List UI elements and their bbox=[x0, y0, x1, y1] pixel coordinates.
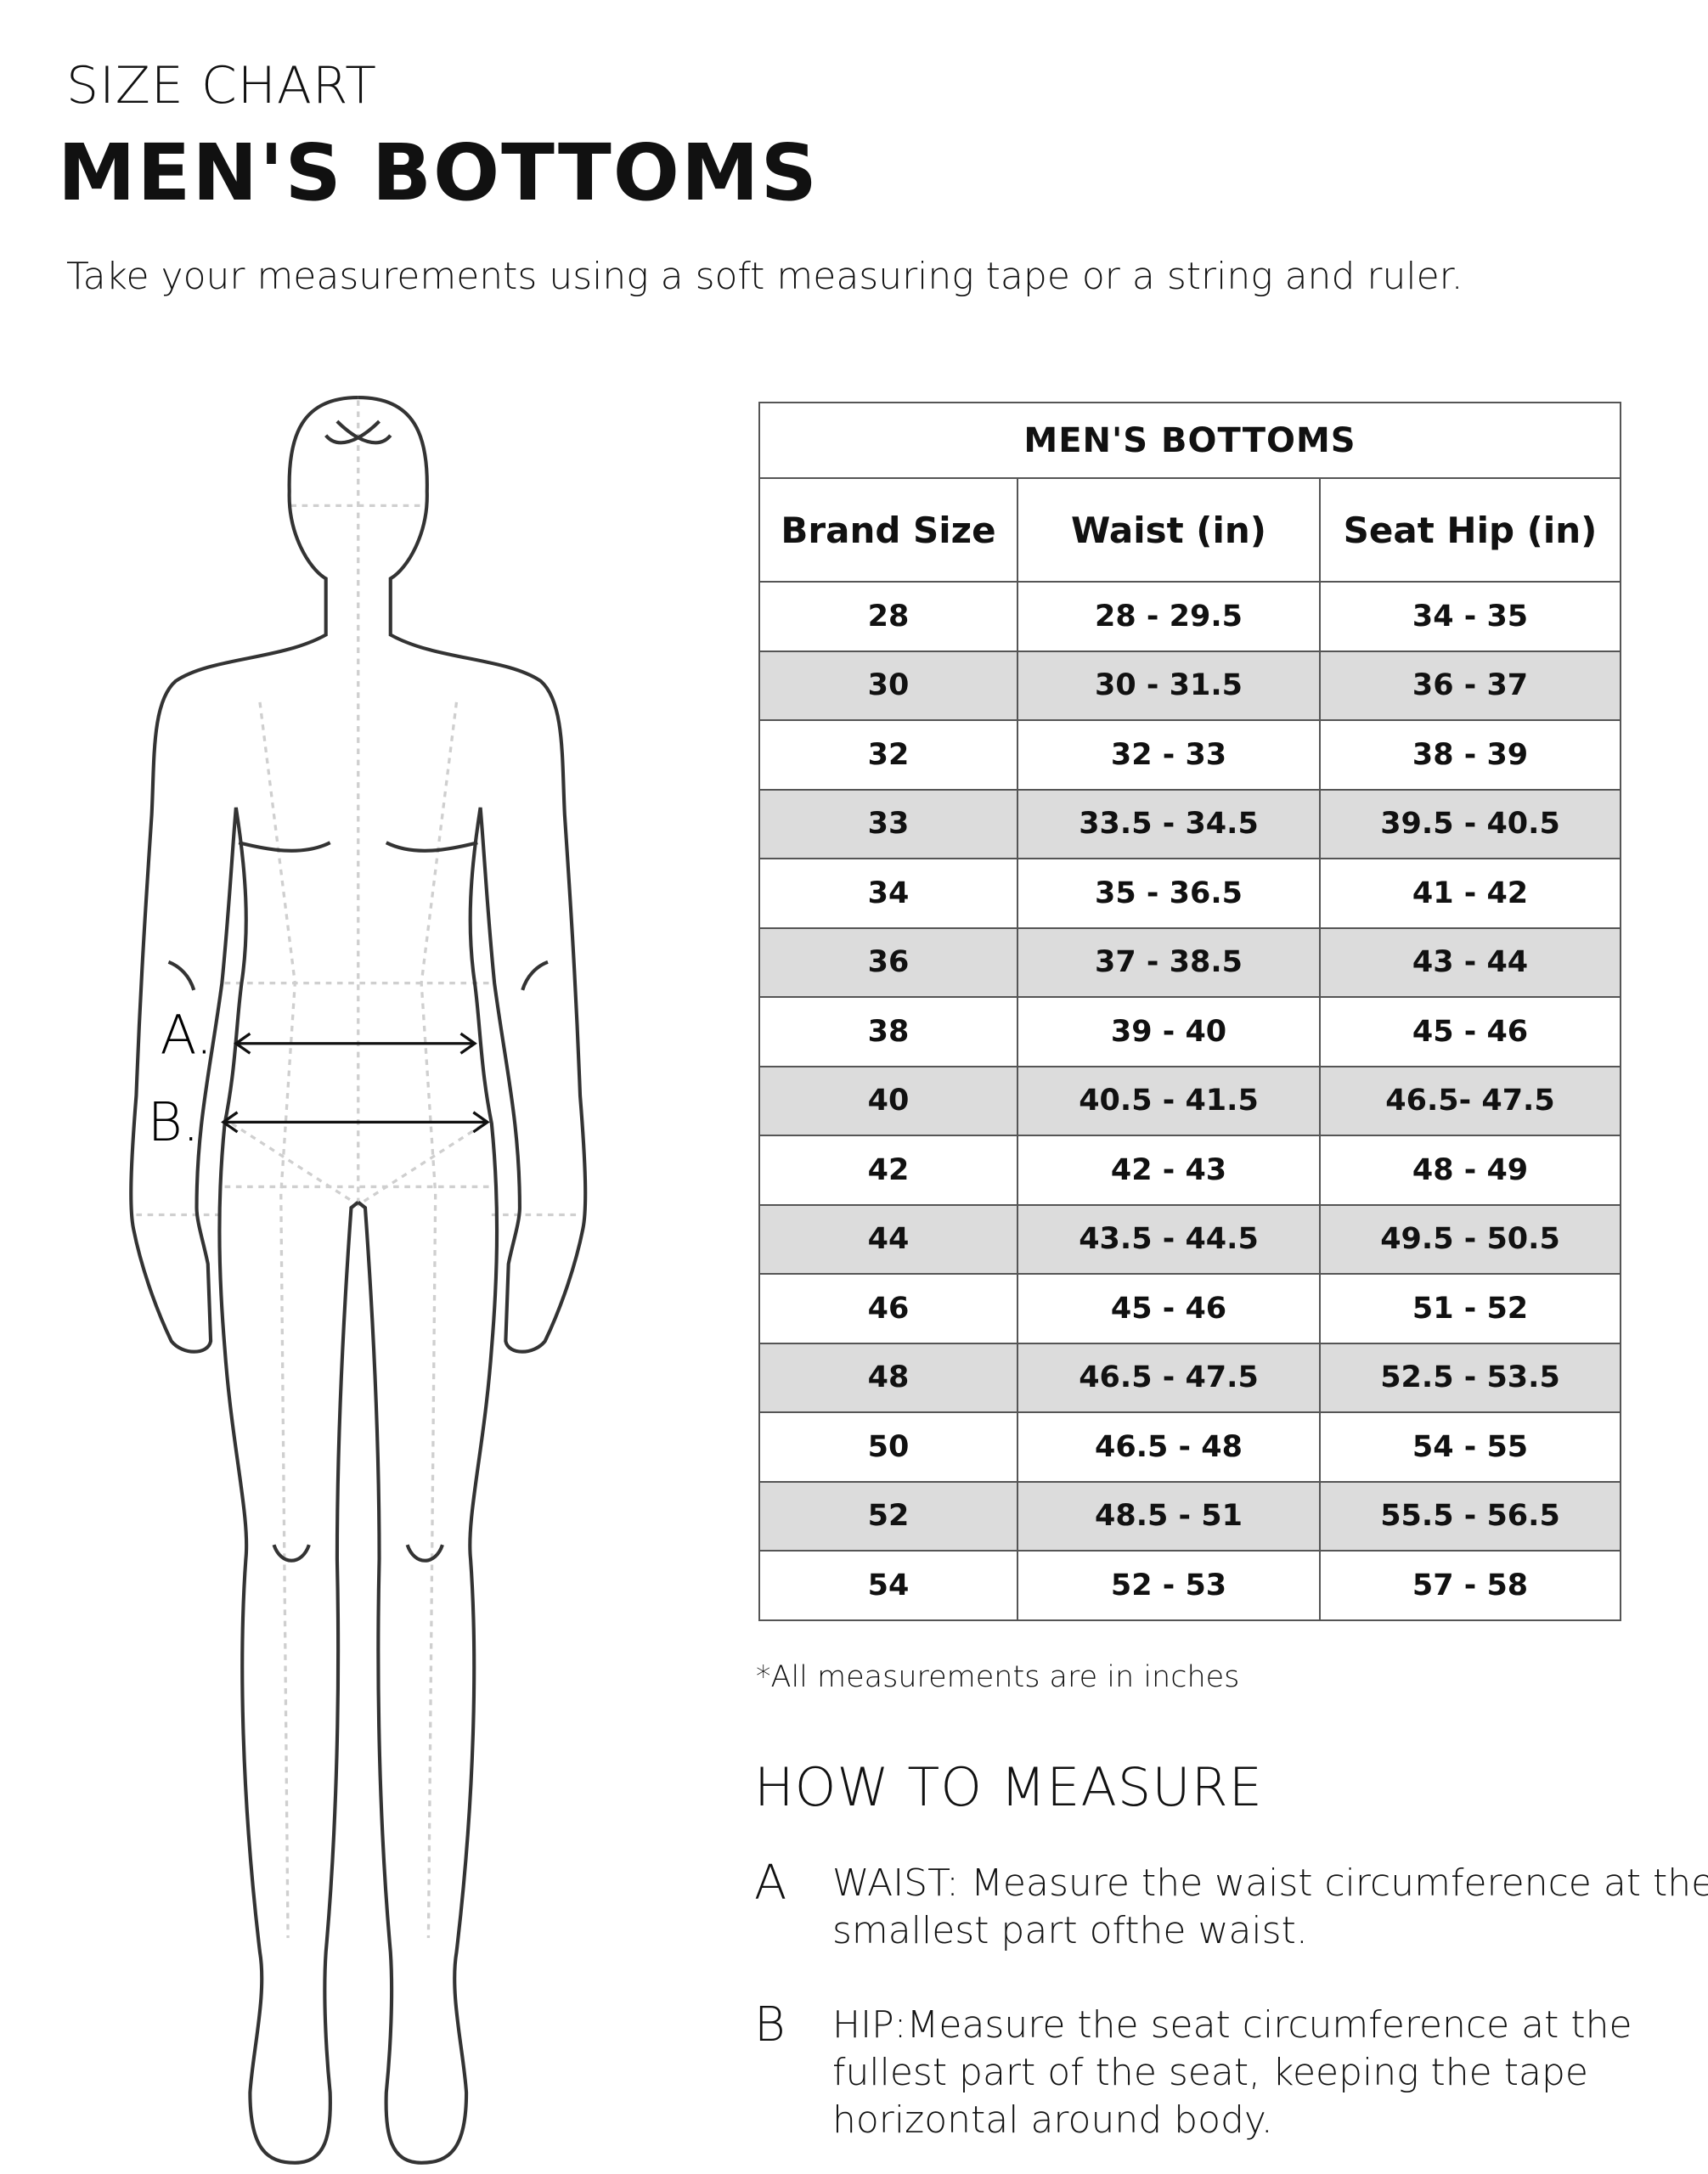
col-brand-size: Brand Size bbox=[758, 477, 1018, 583]
table-title: MEN'S BOTTOMS bbox=[758, 402, 1621, 479]
label-b: B. bbox=[148, 1091, 200, 1153]
seat-hip-cell: 36 - 37 bbox=[1319, 650, 1621, 721]
table-row: 30 30 - 31.5 36 - 37 bbox=[758, 650, 1621, 721]
brand-size-cell: 38 bbox=[758, 996, 1018, 1067]
table-row: 34 35 - 36.5 41 - 42 bbox=[758, 858, 1621, 929]
brand-size-cell: 50 bbox=[758, 1411, 1018, 1483]
step-text: WAIST: Measure the waist circumference a… bbox=[832, 1861, 1708, 1952]
waist-cell: 32 - 33 bbox=[1017, 719, 1321, 791]
waist-cell: 46.5 - 47.5 bbox=[1017, 1342, 1321, 1413]
seat-hip-cell: 41 - 42 bbox=[1319, 858, 1621, 929]
brand-size-cell: 52 bbox=[758, 1480, 1018, 1552]
table-row: 40 40.5 - 41.5 46.5- 47.5 bbox=[758, 1065, 1621, 1136]
waist-cell: 42 - 43 bbox=[1017, 1135, 1321, 1206]
measurement-arrows bbox=[221, 1032, 490, 1134]
waist-cell: 52 - 53 bbox=[1017, 1550, 1321, 1621]
brand-size-cell: 42 bbox=[758, 1135, 1018, 1206]
how-to-measure-title: HOW TO MEASURE bbox=[754, 1756, 1263, 1818]
waist-cell: 40.5 - 41.5 bbox=[1017, 1065, 1321, 1136]
waist-cell: 30 - 31.5 bbox=[1017, 650, 1321, 721]
waist-cell: 33.5 - 34.5 bbox=[1017, 788, 1321, 859]
waist-cell: 35 - 36.5 bbox=[1017, 858, 1321, 929]
waist-cell: 43.5 - 44.5 bbox=[1017, 1203, 1321, 1275]
step-hip: B HIP:Measure the seat circumference at … bbox=[754, 2002, 1708, 2144]
seat-hip-cell: 52.5 - 53.5 bbox=[1319, 1342, 1621, 1413]
table-row: 44 43.5 - 44.5 49.5 - 50.5 bbox=[758, 1203, 1621, 1275]
brand-size-cell: 34 bbox=[758, 858, 1018, 929]
seat-hip-cell: 46.5- 47.5 bbox=[1319, 1065, 1621, 1136]
waist-cell: 45 - 46 bbox=[1017, 1273, 1321, 1344]
seat-hip-cell: 39.5 - 40.5 bbox=[1319, 788, 1621, 859]
seat-hip-cell: 51 - 52 bbox=[1319, 1273, 1621, 1344]
footnote: *All measurements are in inches bbox=[756, 1660, 1240, 1694]
seat-hip-cell: 34 - 35 bbox=[1319, 581, 1621, 652]
table-row: 46 45 - 46 51 - 52 bbox=[758, 1273, 1621, 1344]
subtitle: Take your measurements using a soft meas… bbox=[66, 255, 1463, 298]
page-title: MEN'S BOTTOMS bbox=[58, 127, 819, 218]
seat-hip-cell: 57 - 58 bbox=[1319, 1550, 1621, 1621]
seat-hip-cell: 43 - 44 bbox=[1319, 926, 1621, 998]
brand-size-cell: 30 bbox=[758, 650, 1018, 721]
kicker: SIZE CHART bbox=[66, 56, 377, 115]
seat-hip-cell: 48 - 49 bbox=[1319, 1135, 1621, 1206]
hip-arrow bbox=[221, 1111, 490, 1134]
col-seat-hip: Seat Hip (in) bbox=[1319, 477, 1621, 583]
step-waist: A WAIST: Measure the waist circumference… bbox=[754, 1860, 1708, 1955]
waist-cell: 48.5 - 51 bbox=[1017, 1480, 1321, 1552]
waist-cell: 28 - 29.5 bbox=[1017, 581, 1321, 652]
waist-cell: 46.5 - 48 bbox=[1017, 1411, 1321, 1483]
table-row: 50 46.5 - 48 54 - 55 bbox=[758, 1411, 1621, 1483]
table-row: 42 42 - 43 48 - 49 bbox=[758, 1135, 1621, 1206]
seat-hip-cell: 55.5 - 56.5 bbox=[1319, 1480, 1621, 1552]
size-table: MEN'S BOTTOMS Brand Size Waist (in) Seat… bbox=[758, 402, 1621, 1621]
brand-size-cell: 54 bbox=[758, 1550, 1018, 1621]
seat-hip-cell: 54 - 55 bbox=[1319, 1411, 1621, 1483]
seat-hip-cell: 38 - 39 bbox=[1319, 719, 1621, 791]
waist-arrow bbox=[233, 1032, 477, 1055]
body-outline bbox=[129, 395, 380, 2165]
table-row: 33 33.5 - 34.5 39.5 - 40.5 bbox=[758, 788, 1621, 859]
brand-size-cell: 46 bbox=[758, 1273, 1018, 1344]
brand-size-cell: 36 bbox=[758, 926, 1018, 998]
step-letter: A bbox=[754, 1856, 787, 1911]
brand-size-cell: 40 bbox=[758, 1065, 1018, 1136]
brand-size-cell: 44 bbox=[758, 1203, 1018, 1275]
brand-size-cell: 32 bbox=[758, 719, 1018, 791]
col-waist: Waist (in) bbox=[1017, 477, 1321, 583]
table-row: 54 52 - 53 57 - 58 bbox=[758, 1550, 1621, 1621]
table-row: 38 39 - 40 45 - 46 bbox=[758, 996, 1621, 1067]
seat-hip-cell: 49.5 - 50.5 bbox=[1319, 1203, 1621, 1275]
waist-cell: 39 - 40 bbox=[1017, 996, 1321, 1067]
guide-lines bbox=[136, 400, 581, 1939]
brand-size-cell: 48 bbox=[758, 1342, 1018, 1413]
table-row: 36 37 - 38.5 43 - 44 bbox=[758, 926, 1621, 998]
table-row: 52 48.5 - 51 55.5 - 56.5 bbox=[758, 1480, 1621, 1552]
step-letter: B bbox=[754, 1997, 786, 2053]
table-row: 32 32 - 33 38 - 39 bbox=[758, 719, 1621, 791]
step-text: HIP:Measure the seat circumference at th… bbox=[832, 2003, 1632, 2142]
table-row: 28 28 - 29.5 34 - 35 bbox=[758, 581, 1621, 652]
brand-size-cell: 33 bbox=[758, 788, 1018, 859]
waist-cell: 37 - 38.5 bbox=[1017, 926, 1321, 998]
table-row: 48 46.5 - 47.5 52.5 - 53.5 bbox=[758, 1342, 1621, 1413]
label-a: A. bbox=[161, 1004, 213, 1066]
seat-hip-cell: 45 - 46 bbox=[1319, 996, 1621, 1067]
brand-size-cell: 28 bbox=[758, 581, 1018, 652]
